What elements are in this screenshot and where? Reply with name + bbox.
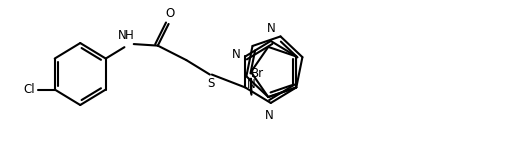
Text: O: O: [165, 7, 174, 20]
Text: N: N: [247, 78, 255, 91]
Text: N: N: [264, 109, 273, 122]
Text: H: H: [125, 29, 134, 42]
Text: Cl: Cl: [23, 83, 35, 96]
Text: Br: Br: [251, 67, 264, 80]
Text: N: N: [266, 22, 275, 35]
Text: N: N: [232, 48, 240, 61]
Text: N: N: [118, 29, 126, 42]
Text: S: S: [207, 77, 215, 90]
